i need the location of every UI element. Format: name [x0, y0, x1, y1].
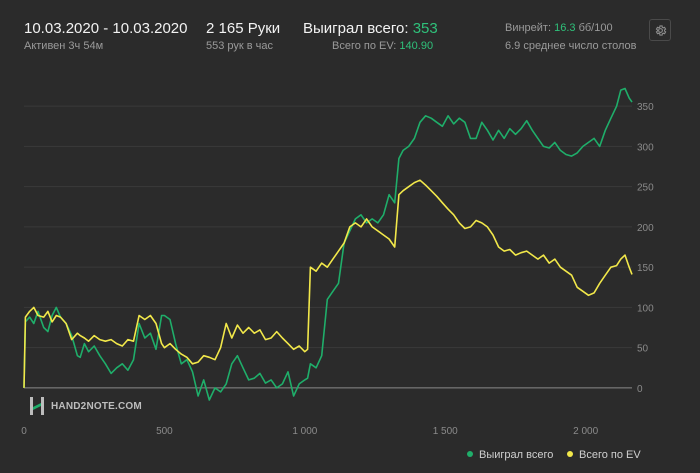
- x-tick-label: 1 000: [292, 426, 317, 437]
- won-total-label: Выиграл всего:: [303, 20, 409, 37]
- legend-dot-won: [467, 451, 473, 457]
- winrate-label: Винрейт:: [505, 22, 552, 34]
- active-time: Активен 3ч 54м: [24, 40, 104, 52]
- winrate-value: 16.3: [554, 22, 576, 34]
- legend-label-won: Выиграл всего: [479, 449, 553, 461]
- ev-total-label: Всего по EV:: [332, 40, 397, 52]
- ev-total-value: 140.90: [399, 40, 434, 52]
- x-tick-label: 0: [21, 426, 27, 437]
- y-tick-label: 300: [637, 142, 654, 153]
- legend-dot-ev: [567, 451, 573, 457]
- won-total: Выиграл всего: 353: [303, 20, 438, 37]
- x-tick-label: 500: [156, 426, 173, 437]
- winrate: Винрейт: 16.3 бб/100: [505, 22, 613, 34]
- x-tick-label: 2 000: [573, 426, 598, 437]
- y-tick-label: 150: [637, 263, 654, 274]
- y-tick-label: 100: [637, 303, 654, 314]
- won-total-value: 353: [412, 20, 438, 37]
- winrate-unit: бб/100: [578, 22, 613, 34]
- date-range: 10.03.2020 - 10.03.2020: [24, 20, 188, 37]
- y-tick-label: 200: [637, 223, 654, 234]
- gear-icon: [655, 24, 666, 36]
- legend-label-ev: Всего по EV: [579, 449, 641, 461]
- hands-count: 2 165 Руки: [206, 20, 281, 37]
- avg-tables: 6.9 среднее число столов: [505, 40, 637, 52]
- y-tick-label: 50: [637, 344, 649, 355]
- series-line-won: [23, 87, 633, 401]
- y-tick-label: 0: [637, 384, 643, 395]
- settings-button[interactable]: [649, 19, 671, 41]
- hand2note-logo: HAND2NOTE.COM: [28, 396, 142, 416]
- y-tick-label: 350: [637, 102, 654, 113]
- ev-total: Всего по EV: 140.90: [332, 40, 433, 52]
- x-tick-label: 1 500: [433, 426, 458, 437]
- y-tick-label: 250: [637, 183, 654, 194]
- logo-text: HAND2NOTE.COM: [51, 400, 142, 412]
- logo-mark-icon: [30, 397, 44, 415]
- hands-per-hour: 553 рук в час: [206, 40, 274, 52]
- series-line-ev: [23, 179, 633, 388]
